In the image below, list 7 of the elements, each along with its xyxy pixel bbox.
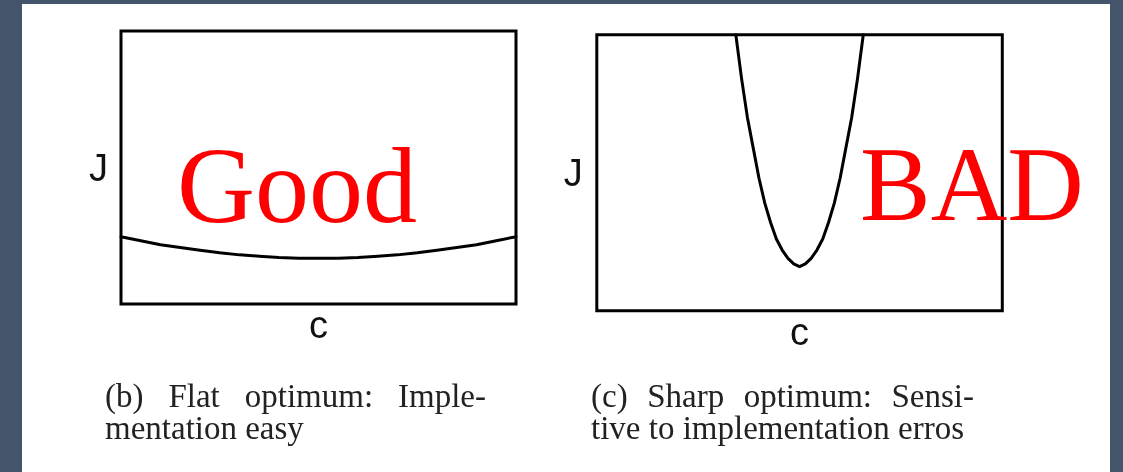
text: (c) Sharp optimum: Sensi- tive to implementation erros [591, 378, 974, 446]
y-axis-title: J [563, 151, 583, 194]
y-axis-title: J [89, 146, 108, 189]
x-axis-title: c [309, 304, 328, 346]
annotation: Good [177, 125, 417, 245]
x-axis-title: c [790, 310, 810, 353]
text: (b) Flat optimum: Imple- mentation easy [105, 378, 486, 446]
